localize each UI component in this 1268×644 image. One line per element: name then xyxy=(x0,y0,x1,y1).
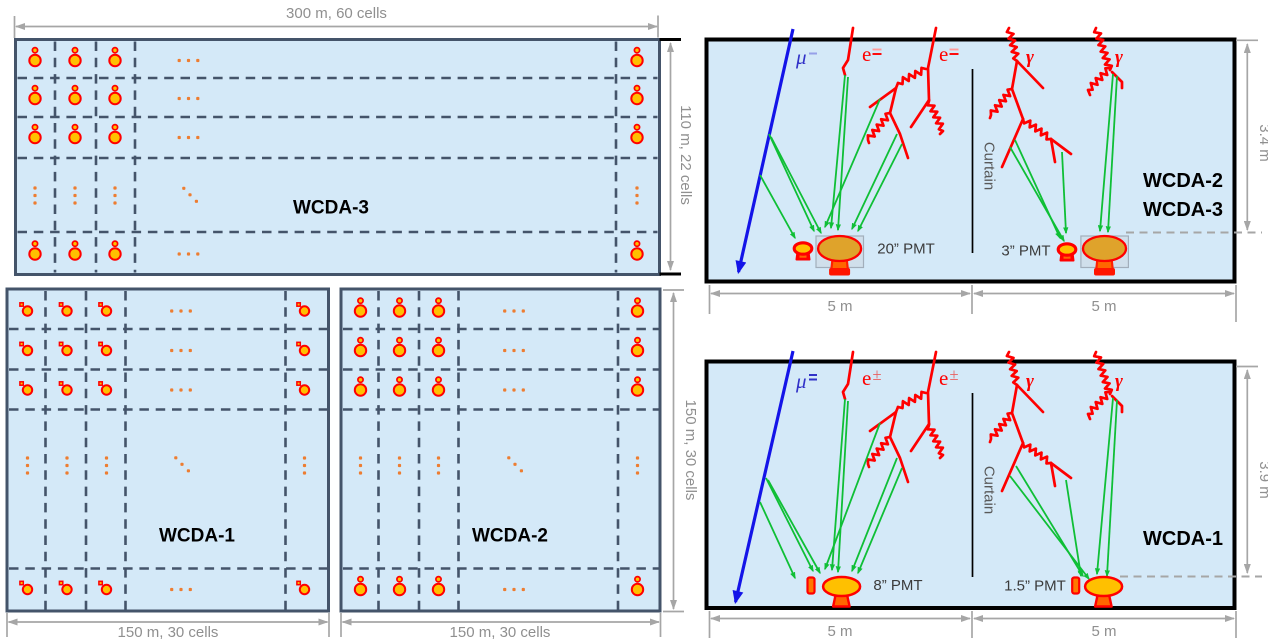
svg-text:3” PMT: 3” PMT xyxy=(1001,243,1050,260)
svg-text:±: ± xyxy=(950,365,959,384)
svg-text:150 m, 30 cells: 150 m, 30 cells xyxy=(118,624,219,641)
svg-text:5 m: 5 m xyxy=(827,298,852,315)
svg-text:μ: μ xyxy=(795,369,807,393)
svg-text:WCDA-3: WCDA-3 xyxy=(1143,199,1223,221)
svg-text:γ: γ xyxy=(1115,47,1123,68)
svg-text:150 m, 30 cells: 150 m, 30 cells xyxy=(682,400,699,501)
svg-text:e: e xyxy=(939,366,948,390)
svg-text:e: e xyxy=(939,42,948,66)
svg-text:Curtain: Curtain xyxy=(981,142,998,190)
svg-text:5 m: 5 m xyxy=(1091,623,1116,640)
svg-text:300 m, 60 cells: 300 m, 60 cells xyxy=(286,5,387,22)
svg-text:5 m: 5 m xyxy=(1091,298,1116,315)
svg-text:3.4 m: 3.4 m xyxy=(1256,124,1268,162)
svg-text:3.9 m: 3.9 m xyxy=(1256,461,1268,499)
svg-text:γ: γ xyxy=(1026,371,1034,392)
svg-text:WCDA-1: WCDA-1 xyxy=(159,526,235,547)
svg-text:1.5” PMT: 1.5” PMT xyxy=(1004,578,1066,595)
svg-text:γ: γ xyxy=(1026,47,1034,68)
svg-text:WCDA-2: WCDA-2 xyxy=(472,526,548,547)
svg-text:e: e xyxy=(862,42,871,66)
svg-text:μ: μ xyxy=(795,45,807,69)
svg-text:110 m, 22 cells: 110 m, 22 cells xyxy=(677,105,694,205)
svg-text:Curtain: Curtain xyxy=(981,466,998,514)
svg-text:20” PMT: 20” PMT xyxy=(877,241,935,258)
svg-text:WCDA-2: WCDA-2 xyxy=(1143,170,1223,192)
svg-text:WCDA-1: WCDA-1 xyxy=(1143,528,1223,550)
svg-text:±: ± xyxy=(873,365,882,384)
svg-text:150 m, 30 cells: 150 m, 30 cells xyxy=(450,624,551,641)
svg-text:e: e xyxy=(862,366,871,390)
svg-text:WCDA-3: WCDA-3 xyxy=(293,198,369,219)
svg-text:8” PMT: 8” PMT xyxy=(873,577,922,594)
svg-text:5 m: 5 m xyxy=(827,623,852,640)
svg-text:γ: γ xyxy=(1115,371,1123,392)
